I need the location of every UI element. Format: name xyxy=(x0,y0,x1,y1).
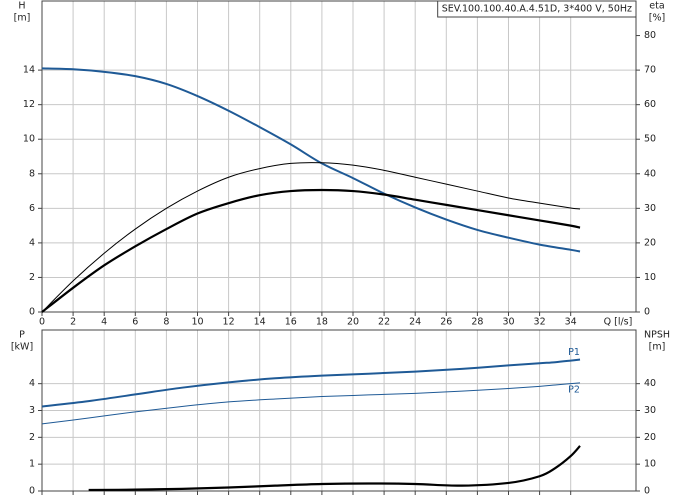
y-axis-label: P xyxy=(19,330,25,341)
y-tick-label: 1 xyxy=(29,459,35,470)
y2-tick-label: 40 xyxy=(644,168,656,179)
y2-axis-unit: [%] xyxy=(649,13,665,24)
y-tick-label: 10 xyxy=(23,134,35,145)
x-tick-label: 8 xyxy=(163,317,169,328)
y2-axis-label: eta xyxy=(649,1,664,12)
y2-tick-label: 0 xyxy=(644,307,650,318)
y2-tick-label: 40 xyxy=(644,378,656,389)
y-tick-label: 4 xyxy=(29,237,35,248)
y2-tick-label: 60 xyxy=(644,99,656,110)
curve xyxy=(41,358,581,408)
y2-tick-label: 30 xyxy=(644,203,656,214)
y-tick-label: 0 xyxy=(29,486,35,497)
y-tick-label: 14 xyxy=(23,65,35,76)
x-tick-label: 24 xyxy=(409,317,421,328)
y-tick-label: 2 xyxy=(29,432,35,443)
y2-tick-label: 70 xyxy=(644,65,656,76)
curve xyxy=(41,188,581,313)
x-tick-label: 26 xyxy=(440,317,452,328)
x-tick-label: 22 xyxy=(378,317,390,328)
y2-axis-unit: [m] xyxy=(649,342,666,353)
x-tick-label: 6 xyxy=(132,317,138,328)
y2-tick-label: 10 xyxy=(644,272,656,283)
x-tick-label: 30 xyxy=(502,317,514,328)
y2-tick-label: 50 xyxy=(644,134,656,145)
y-tick-label: 2 xyxy=(29,272,35,283)
chart-title: SEV.100.100.40.A.4.51D, 3*400 V, 50Hz xyxy=(442,4,632,15)
x-tick-label: 20 xyxy=(347,317,359,328)
plot-frame xyxy=(41,329,637,492)
curve xyxy=(41,382,581,425)
curve xyxy=(41,162,581,313)
y-tick-label: 3 xyxy=(29,405,35,416)
curve xyxy=(41,67,581,253)
y2-tick-label: 0 xyxy=(644,486,650,497)
y-axis-unit: [m] xyxy=(14,13,31,24)
y-axis-label: H xyxy=(18,1,25,12)
y-tick-label: 8 xyxy=(29,168,35,179)
y-axis-unit: [kW] xyxy=(11,342,33,353)
y2-tick-label: 30 xyxy=(644,405,656,416)
x-tick-label: 0 xyxy=(39,317,45,328)
y2-tick-label: 80 xyxy=(644,30,656,41)
curve xyxy=(88,445,581,492)
x-tick-label: 10 xyxy=(191,317,203,328)
x-tick-label: 34 xyxy=(565,317,577,328)
x-tick-label: 4 xyxy=(101,317,107,328)
y-tick-label: 4 xyxy=(29,378,35,389)
y-tick-label: 0 xyxy=(29,307,35,318)
y-tick-label: 6 xyxy=(29,203,35,214)
series-label: P1 xyxy=(568,347,580,358)
series-label: P2 xyxy=(568,384,580,395)
x-tick-label: 16 xyxy=(285,317,297,328)
y2-tick-label: 20 xyxy=(644,237,656,248)
y2-axis-label: NPSH xyxy=(644,330,670,341)
y2-tick-label: 10 xyxy=(644,459,656,470)
x-axis-label: Q [l/s] xyxy=(604,317,633,328)
x-tick-label: 2 xyxy=(70,317,76,328)
x-tick-label: 28 xyxy=(471,317,483,328)
x-tick-label: 14 xyxy=(254,317,266,328)
x-tick-label: 12 xyxy=(223,317,235,328)
title-box xyxy=(437,0,637,18)
plot-frame xyxy=(41,0,637,313)
x-tick-label: 32 xyxy=(534,317,546,328)
x-tick-label: 18 xyxy=(316,317,328,328)
y-tick-label: 12 xyxy=(23,99,35,110)
y2-tick-label: 20 xyxy=(644,432,656,443)
